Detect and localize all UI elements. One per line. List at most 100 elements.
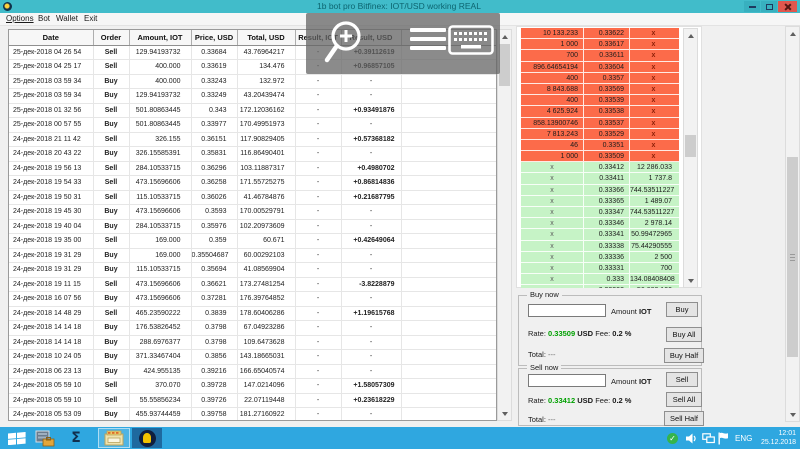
trade-row[interactable]: 24-дек-2018 19 54 33 Sell 473.15696606 0… xyxy=(9,175,496,191)
bid-row[interactable]: x 0.33347 744.53511227 xyxy=(521,207,679,219)
ask-row[interactable]: 1 000 0.33617 x xyxy=(521,39,679,51)
menu-exit[interactable]: Exit xyxy=(84,14,98,23)
ask-row[interactable]: 46 0.3351 x xyxy=(521,139,679,152)
ask-row[interactable]: 858.13900746 0.33537 x xyxy=(521,117,679,129)
trade-row[interactable]: 24-дек-2018 19 31 29 Buy 169.000 0.35504… xyxy=(9,248,496,263)
bid-amount: 744.53511227 xyxy=(629,184,677,195)
buy-amount-input[interactable] xyxy=(528,304,606,317)
trade-total: 41.08569904 xyxy=(237,262,296,278)
bid-row[interactable]: x 0.33336 2 500 xyxy=(521,251,679,263)
ask-row[interactable]: 896.64654194 0.33604 x xyxy=(521,61,679,73)
menu-options[interactable]: Options xyxy=(6,14,34,23)
trades-scrollbar[interactable] xyxy=(497,29,512,421)
trade-row[interactable]: 24-дек-2018 19 31 29 Buy 115.10533715 0.… xyxy=(9,262,496,278)
trade-row[interactable]: 24-дек-2018 10 24 05 Buy 371.33467404 0.… xyxy=(9,349,496,365)
ask-row[interactable]: 400 0.33539 x xyxy=(521,95,679,107)
trade-row[interactable]: 24-дек-2018 19 45 30 Buy 473.15696606 0.… xyxy=(9,204,496,220)
trades-scrollbar-thumb[interactable] xyxy=(499,44,510,86)
orderbook-rows: 10 133.233 0.33622 x 1 000 0.33617 x 700… xyxy=(521,28,679,288)
trade-row[interactable]: 24-дек-2018 14 48 29 Sell 465.23590222 0… xyxy=(9,306,496,321)
trade-result-iot: - xyxy=(295,233,342,249)
flag-icon[interactable] xyxy=(718,432,729,445)
open-app-button[interactable] xyxy=(98,428,130,448)
trade-row[interactable]: 25-дек-2018 01 32 56 Sell 501.80863445 0… xyxy=(9,103,496,118)
powershell-button[interactable]: Σ xyxy=(64,428,88,448)
bid-row[interactable]: x 0.33331 700 xyxy=(521,262,679,275)
trade-row[interactable]: 25-дек-2018 03 59 34 Buy 400.000 0.33243… xyxy=(9,74,496,89)
trade-row[interactable]: 24-дек-2018 19 56 13 Sell 284.10533715 0… xyxy=(9,161,496,176)
orderbook-scrollbar[interactable] xyxy=(683,28,698,288)
language-indicator[interactable]: ENG xyxy=(735,434,753,443)
trade-price: 0.33684 xyxy=(191,45,238,60)
trade-row[interactable]: 24-дек-2018 19 40 04 Buy 284.10533715 0.… xyxy=(9,219,496,234)
trade-row[interactable]: 24-дек-2018 14 14 18 Buy 176.53826452 0.… xyxy=(9,320,496,336)
scroll-down-icon[interactable] xyxy=(498,407,511,420)
trade-row[interactable]: 24-дек-2018 19 50 31 Sell 115.10533715 0… xyxy=(9,190,496,205)
scroll-up-icon[interactable] xyxy=(498,30,511,43)
trade-row[interactable]: 24-дек-2018 05 53 09 Buy 455.93744459 0.… xyxy=(9,407,496,420)
bid-amount: 2 978.14 xyxy=(629,218,677,229)
trade-row[interactable]: 24-дек-2018 14 14 18 Buy 288.6976377 0.3… xyxy=(9,335,496,350)
trade-amount: 129.94193732 xyxy=(129,45,192,60)
antivirus-tray-icon[interactable]: ✓ xyxy=(667,433,678,444)
trade-row[interactable]: 25-дек-2018 03 59 34 Buy 129.94193732 0.… xyxy=(9,88,496,104)
buy-all-button[interactable]: Buy All xyxy=(666,327,702,342)
orderbook-scroll-down-icon[interactable] xyxy=(684,274,697,287)
trade-total: 60.671 xyxy=(237,233,296,249)
keyboard-icon[interactable] xyxy=(448,25,494,55)
network-icon[interactable] xyxy=(702,433,715,444)
menu-bot[interactable]: Bot xyxy=(38,14,51,23)
window-scrollbar[interactable] xyxy=(785,26,800,422)
sell-all-button[interactable]: Sell All xyxy=(666,392,702,407)
server-manager-button[interactable] xyxy=(32,428,58,448)
trade-row[interactable]: 24-дек-2018 05 59 10 Sell 370.070 0.3972… xyxy=(9,378,496,394)
trade-row[interactable]: 24-дек-2018 19 11 15 Sell 473.15696606 0… xyxy=(9,277,496,292)
trade-row[interactable]: 24-дек-2018 16 07 56 Buy 473.15696606 0.… xyxy=(9,291,496,307)
buy-button[interactable]: Buy xyxy=(666,302,698,317)
active-bot-app-button[interactable] xyxy=(132,428,162,448)
orderbook-scrollbar-thumb[interactable] xyxy=(685,135,696,157)
window-scrollbar-thumb[interactable] xyxy=(787,157,798,357)
orderbook-scroll-up-icon[interactable] xyxy=(684,29,697,42)
trade-result-usd: +0.23618229 xyxy=(341,393,402,408)
ask-row[interactable]: 7 813.243 0.33529 x xyxy=(521,128,679,140)
trade-row[interactable]: 25-дек-2018 00 57 55 Buy 501.80863445 0.… xyxy=(9,117,496,133)
bid-row[interactable]: x 0.33338 75.44290555 xyxy=(521,240,679,252)
trade-row[interactable]: 24-дек-2018 06 23 13 Buy 424.955135 0.39… xyxy=(9,364,496,379)
close-button[interactable] xyxy=(778,1,797,12)
trade-total: 166.65040574 xyxy=(237,364,296,379)
bid-row[interactable]: x 0.333 134.08408408 xyxy=(521,274,679,286)
bid-row[interactable]: x 0.33412 12 286.033 xyxy=(521,162,679,174)
bid-row[interactable]: x 0.33346 2 978.14 xyxy=(521,218,679,230)
sell-amount-input[interactable] xyxy=(528,374,606,387)
volume-icon[interactable] xyxy=(686,433,698,444)
sell-button[interactable]: Sell xyxy=(666,372,698,387)
taskbar-clock[interactable]: 12:01 25.12.2018 xyxy=(761,429,796,447)
ask-row[interactable]: 700 0.33611 x xyxy=(521,50,679,62)
trade-order: Sell xyxy=(93,233,130,249)
menu-wallet[interactable]: Wallet xyxy=(56,14,78,23)
minimize-button[interactable] xyxy=(744,1,760,12)
window-scroll-down-icon[interactable] xyxy=(786,408,799,421)
window-scroll-up-icon[interactable] xyxy=(786,27,799,40)
trade-row[interactable]: 24-дек-2018 19 35 00 Sell 169.000 0.359 … xyxy=(9,233,496,249)
sell-half-button[interactable]: Sell Half xyxy=(664,411,704,426)
ask-row[interactable]: 1 000 0.33509 x xyxy=(521,151,679,163)
bid-row[interactable]: x 0.33411 1 737.8 xyxy=(521,173,679,185)
zoom-icon[interactable] xyxy=(322,19,364,67)
trade-row[interactable]: 24-дек-2018 20 43 22 Buy 326.15585391 0.… xyxy=(9,146,496,162)
ask-row[interactable]: 10 133.233 0.33622 x xyxy=(521,28,679,40)
ask-amount: 1 000 xyxy=(560,41,578,49)
bid-row[interactable]: x 0.33365 1 489.07 xyxy=(521,195,679,207)
start-button[interactable] xyxy=(4,428,30,448)
trade-row[interactable]: 24-дек-2018 05 59 10 Sell 55.55856234 0.… xyxy=(9,393,496,408)
maximize-button[interactable] xyxy=(761,1,777,12)
bid-row[interactable]: x 0.33366 744.53511227 xyxy=(521,184,679,196)
trade-row[interactable]: 24-дек-2018 21 11 42 Sell 326.155 0.3615… xyxy=(9,132,496,147)
ask-row[interactable]: 4 625.924 0.33538 x xyxy=(521,106,679,118)
buy-half-button[interactable]: Buy Half xyxy=(664,348,704,363)
ask-row[interactable]: 8 843.688 0.33569 x xyxy=(521,83,679,96)
ask-row[interactable]: 400 0.3357 x xyxy=(521,72,679,84)
bid-row[interactable]: x 0.33341 50.99472965 xyxy=(521,229,679,241)
bid-row[interactable]: x 0.33292 56 680.100 xyxy=(521,285,679,288)
